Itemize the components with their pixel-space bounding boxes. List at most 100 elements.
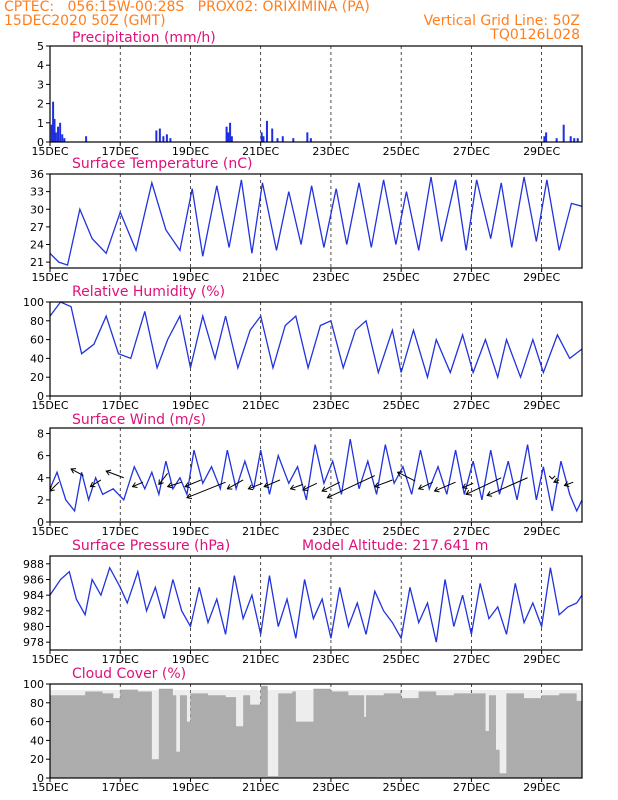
cloud-cover-title: Cloud Cover (%) [72,666,186,682]
wind-vector [185,479,202,488]
precip-bar [265,120,268,142]
surface-wind-plot-area [50,428,582,522]
wind-vector-head [105,469,112,476]
surface-temperature-line [49,176,583,266]
cloud-cover-ytick-label: 0 [37,772,44,785]
wind-vector [106,470,124,479]
relative-humidity-ytick-label: 80 [30,315,44,328]
precipitation-ytick-label: 1 [37,117,44,130]
surface-wind-line [49,438,583,513]
wind-vector-head [486,491,493,497]
wind-vector [486,477,528,496]
surface-wind-frame [49,427,583,523]
surface-wind-xtick-label: 25DEC [383,525,420,538]
precip-bar [562,124,565,142]
surface-wind-xtick-label: 21DEC [242,525,279,538]
relative-humidity-xtick-label: 25DEC [383,399,420,412]
surface-temperature-plot-area [50,174,582,268]
surface-pressure-xtick-label: 21DEC [242,653,279,666]
surface-wind-ytick-label: 2 [37,494,44,507]
relative-humidity-xtick-label: 19DEC [172,399,209,412]
surface-temperature-xtick-label: 29DEC [523,271,560,284]
precip-bar [169,138,172,142]
header-grid-line: Vertical Grid Line: 50Z [423,13,580,29]
surface-temperature-xtick-label: 15DEC [31,271,68,284]
surface-wind-xtick-label: 23DEC [312,525,349,538]
precip-bar [306,132,309,142]
precipitation-plot-area [50,46,582,142]
wind-vector [418,481,433,490]
surface-pressure-title: Surface Pressure (hPa) [72,538,230,554]
precipitation-ytick-label: 5 [37,40,44,53]
relative-humidity-ytick-label: 60 [30,334,44,347]
relative-humidity-ytick-label: 20 [30,371,44,384]
surface-wind-ytick-label: 4 [37,472,44,485]
precipitation-ytick-label: 0 [37,136,44,149]
wind-vector-head [263,482,270,488]
wind-vector [227,479,244,490]
surface-temperature-title: Surface Temperature (nC) [72,156,253,172]
precipitation-xtick-label: 23DEC [312,145,349,158]
wind-vector [90,479,102,488]
precip-bar [230,136,233,142]
wind-vector [302,482,318,491]
precip-bar [227,132,230,142]
wind-vector-head [186,493,192,500]
precip-bar [61,134,64,142]
cloud-cover-ytick-label: 80 [30,697,44,710]
header-model-code: TQ0126L028 [490,27,580,43]
precipitation-xtick-label: 15DEC [31,145,68,158]
surface-wind-xtick-label: 17DEC [102,525,139,538]
wind-vector [548,475,556,480]
precipitation-xtick-label: 21DEC [242,145,279,158]
precipitation-xtick-label: 25DEC [383,145,420,158]
precip-bar [225,126,228,142]
cloud-cover-xtick-label: 25DEC [383,781,420,794]
relative-humidity-ytick-label: 100 [23,296,44,309]
cloud-cover-xtick-label: 17DEC [102,781,139,794]
precip-bar [569,136,572,142]
relative-humidity-xtick-label: 23DEC [312,399,349,412]
precip-bar [50,124,53,142]
wind-vector [321,481,340,492]
surface-temperature-ytick-label: 33 [30,186,44,199]
relative-humidity-ytick-label: 0 [37,390,44,403]
surface-temperature-ytick-label: 36 [30,168,44,181]
surface-pressure-xtick-label: 19DEC [172,653,209,666]
relative-humidity-xtick-label: 29DEC [523,399,560,412]
surface-pressure-xtick-label: 15DEC [31,653,68,666]
precipitation-xtick-label: 29DEC [523,145,560,158]
surface-pressure-ytick-label: 984 [23,589,44,602]
precip-bar [165,134,168,142]
surface-temperature-xtick-label: 25DEC [383,271,420,284]
relative-humidity-line [49,301,583,380]
wind-vector [564,481,574,486]
surface-wind-title: Surface Wind (m/s) [72,412,206,428]
surface-pressure-line [49,566,583,643]
surface-temperature-frame [49,173,583,269]
cloud-cover-ytick-label: 20 [30,753,44,766]
precip-bar [576,138,579,142]
wind-vector [158,473,169,485]
surface-wind-xtick-label: 27DEC [453,525,490,538]
header-run-time: 15DEC2020 50Z (GMT) [4,13,166,29]
wind-vector [70,468,84,476]
surface-pressure-ytick-label: 982 [23,605,44,618]
wind-vector-head [417,484,424,490]
relative-humidity-title: Relative Humidity (%) [72,284,225,300]
relative-humidity-frame [49,301,583,397]
wind-vector [167,481,182,488]
cloud-cover-xtick-label: 27DEC [453,781,490,794]
relative-humidity-xtick-label: 27DEC [453,399,490,412]
surface-pressure-xtick-label: 23DEC [312,653,349,666]
surface-temperature-ytick-label: 27 [30,221,44,234]
cloud-cover-xtick-label: 15DEC [31,781,68,794]
wind-vector-head [465,489,472,496]
cloud-cover-xtick-label: 21DEC [242,781,279,794]
wind-vector-head [326,493,333,499]
cloud-cover-frame [49,683,583,779]
surface-temperature-xtick-label: 27DEC [453,271,490,284]
relative-humidity-xtick-label: 21DEC [242,399,279,412]
precip-bar [292,138,295,142]
precip-bar [555,138,558,142]
